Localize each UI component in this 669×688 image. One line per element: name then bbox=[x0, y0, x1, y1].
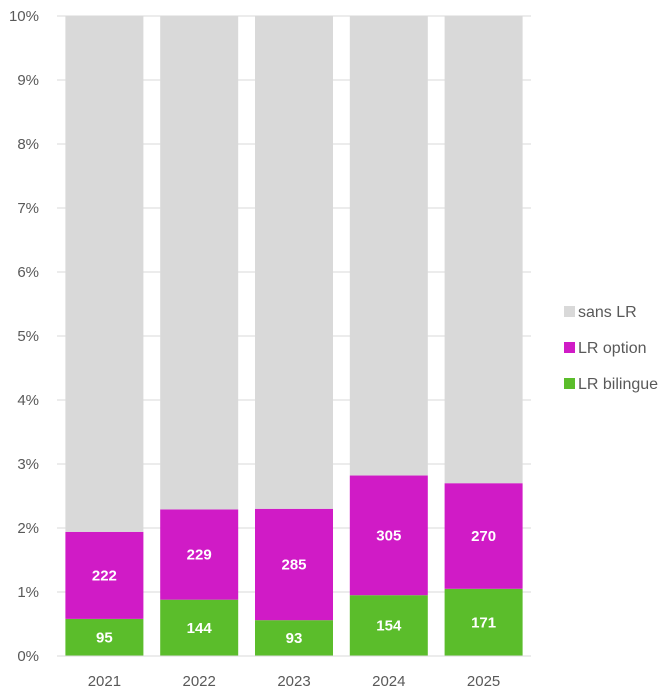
bar-segment-sans-lr bbox=[349, 16, 428, 476]
data-label: 95 bbox=[96, 629, 113, 646]
bar-segment-lr-option bbox=[255, 508, 333, 621]
y-tick-label: 5% bbox=[17, 328, 39, 345]
bar-segment-lr-bilingue bbox=[349, 595, 428, 656]
data-label: 270 bbox=[471, 528, 496, 545]
y-tick-label: 3% bbox=[17, 456, 39, 473]
bar-segment-sans-lr bbox=[444, 16, 523, 484]
bar-segment-lr-option bbox=[65, 531, 144, 619]
data-labels: 95 222 144 229 93 285 154 305 171 270 bbox=[92, 527, 496, 647]
legend-swatch bbox=[564, 342, 575, 353]
y-tick-label: 9% bbox=[17, 72, 39, 89]
y-tick-label: 2% bbox=[17, 520, 39, 537]
legend-label: LR option bbox=[578, 340, 647, 357]
data-label: 222 bbox=[92, 567, 117, 584]
data-label: 229 bbox=[187, 547, 212, 564]
bar-segment-lr-option bbox=[160, 509, 239, 600]
legend-swatch bbox=[564, 378, 575, 389]
bar-segment-lr-bilingue bbox=[65, 618, 144, 656]
legend-label: LR bilingue bbox=[578, 376, 658, 393]
bar-segment-lr-option bbox=[349, 475, 428, 596]
bar-segment-sans-lr bbox=[255, 16, 333, 509]
bar-segment-lr-bilingue bbox=[255, 620, 333, 656]
x-tick-label: 2025 bbox=[467, 673, 500, 688]
data-label: 154 bbox=[376, 618, 402, 635]
bar-segment-sans-lr bbox=[160, 16, 239, 510]
data-label: 144 bbox=[187, 620, 213, 637]
x-tick-label: 2022 bbox=[183, 673, 216, 688]
bar-segment-lr-option bbox=[444, 483, 523, 589]
data-label: 93 bbox=[286, 630, 303, 647]
data-label: 285 bbox=[281, 556, 306, 573]
y-tick-label: 10% bbox=[9, 8, 39, 25]
legend: sans LR LR option LR bilingue bbox=[564, 304, 658, 393]
data-label: 171 bbox=[471, 614, 496, 631]
bar-segment-sans-lr bbox=[65, 16, 144, 532]
y-tick-label: 4% bbox=[17, 392, 39, 409]
y-tick-label: 1% bbox=[17, 584, 39, 601]
bars bbox=[65, 16, 523, 656]
x-tick-label: 2021 bbox=[88, 673, 121, 688]
y-tick-label: 7% bbox=[17, 200, 39, 217]
bar-segment-lr-bilingue bbox=[444, 588, 523, 656]
y-tick-label: 8% bbox=[17, 136, 39, 153]
y-tick-label: 6% bbox=[17, 264, 39, 281]
legend-label: sans LR bbox=[578, 304, 637, 321]
x-tick-label: 2024 bbox=[372, 673, 405, 688]
data-label: 305 bbox=[376, 527, 401, 544]
x-axis-tick-labels: 2021 2022 2023 2024 2025 bbox=[88, 673, 501, 688]
bar-segment-lr-bilingue bbox=[160, 599, 239, 656]
y-tick-label: 0% bbox=[17, 648, 39, 665]
y-axis-tick-labels: 0% 1% 2% 3% 4% 5% 6% 7% 8% 9% 10% bbox=[9, 8, 39, 665]
x-tick-label: 2023 bbox=[277, 673, 310, 688]
legend-swatch bbox=[564, 306, 575, 317]
